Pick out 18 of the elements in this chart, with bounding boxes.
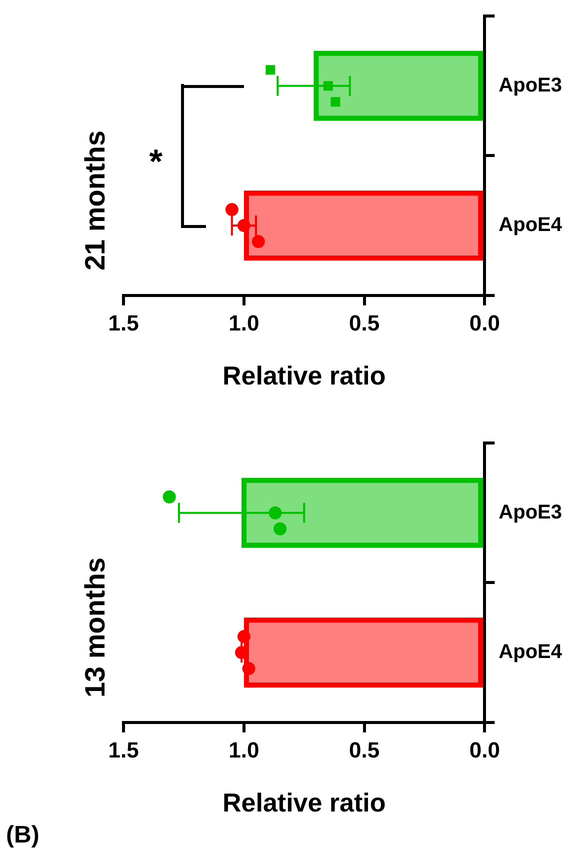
- x-axis-title: Relative ratio: [222, 360, 386, 391]
- text: 21 months: [80, 130, 111, 271]
- annotation: *: [149, 143, 164, 182]
- y-tick-label: ApoE3: [498, 74, 562, 96]
- y-tick-label: ApoE4: [498, 214, 563, 236]
- x-tick-label: 1.5: [108, 310, 139, 336]
- text: 13 months: [80, 557, 111, 698]
- text: (B): [6, 822, 40, 849]
- x-tick-label: 1.5: [108, 738, 139, 763]
- x-tick-label: 0.5: [349, 310, 380, 336]
- x-tick-label: 0.0: [469, 738, 500, 763]
- x-tick-label: 1.0: [228, 310, 260, 336]
- x-tick-label: 0.5: [349, 738, 380, 763]
- x-tick-label: 1.0: [228, 738, 260, 763]
- y-tick-label: ApoE3: [498, 501, 562, 524]
- x-tick-label: 0.0: [469, 310, 500, 336]
- y-tick-label: ApoE4: [498, 641, 563, 664]
- x-axis-title: Relative ratio: [222, 788, 386, 818]
